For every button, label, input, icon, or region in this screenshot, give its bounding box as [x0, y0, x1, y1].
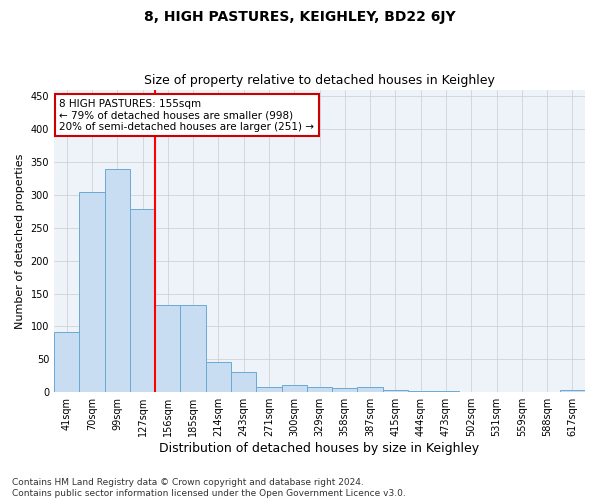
Bar: [281, 385, 307, 392]
X-axis label: Distribution of detached houses by size in Keighley: Distribution of detached houses by size …: [160, 442, 479, 455]
Text: 8 HIGH PASTURES: 155sqm
← 79% of detached houses are smaller (998)
20% of semi-d: 8 HIGH PASTURES: 155sqm ← 79% of detache…: [59, 98, 314, 132]
Bar: [307, 387, 332, 392]
Bar: [358, 387, 383, 392]
Text: Contains HM Land Registry data © Crown copyright and database right 2024.
Contai: Contains HM Land Registry data © Crown c…: [12, 478, 406, 498]
Bar: [332, 388, 358, 392]
Bar: [560, 390, 585, 392]
Bar: [155, 304, 181, 392]
Bar: [54, 332, 79, 392]
Bar: [433, 391, 458, 392]
Bar: [256, 387, 281, 392]
Bar: [104, 168, 130, 392]
Bar: [231, 372, 256, 392]
Text: 8, HIGH PASTURES, KEIGHLEY, BD22 6JY: 8, HIGH PASTURES, KEIGHLEY, BD22 6JY: [144, 10, 456, 24]
Bar: [408, 391, 433, 392]
Bar: [181, 304, 206, 392]
Bar: [130, 210, 155, 392]
Title: Size of property relative to detached houses in Keighley: Size of property relative to detached ho…: [144, 74, 495, 87]
Y-axis label: Number of detached properties: Number of detached properties: [15, 153, 25, 328]
Bar: [383, 390, 408, 392]
Bar: [206, 362, 231, 392]
Bar: [79, 192, 104, 392]
